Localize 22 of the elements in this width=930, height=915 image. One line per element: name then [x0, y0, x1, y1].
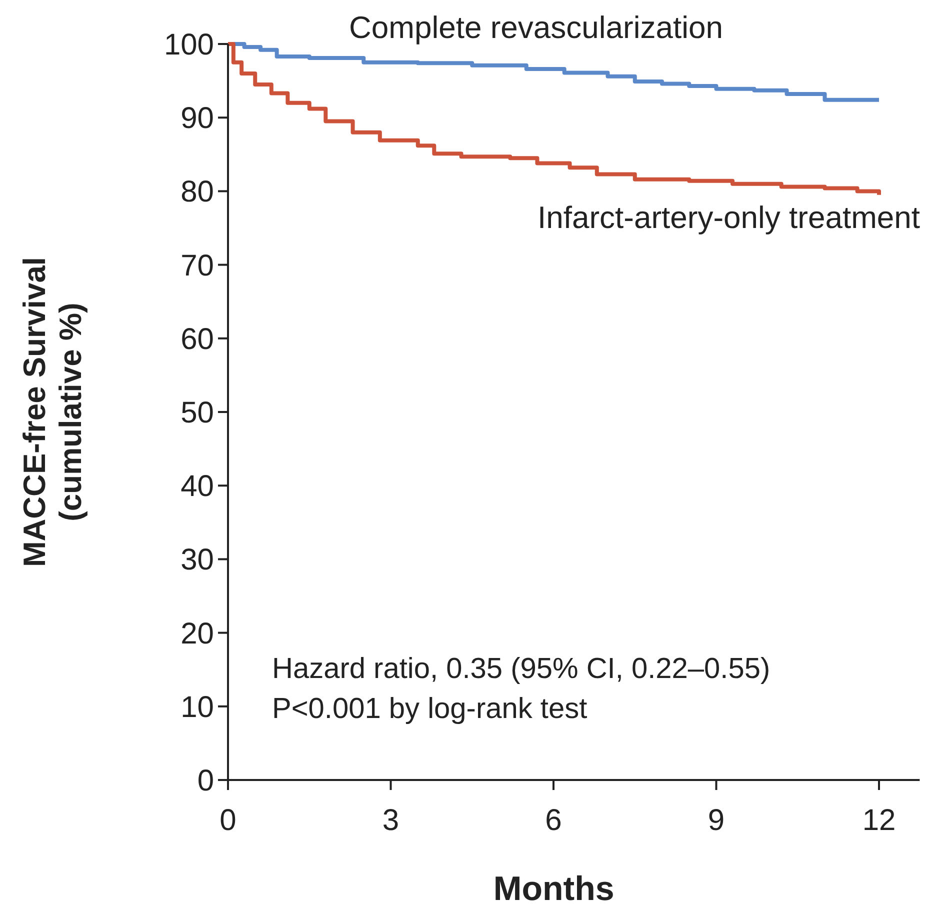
y-tick-label: 90	[180, 102, 214, 136]
y-tick-label: 30	[180, 544, 214, 577]
series-label: Infarct-artery-only treatment	[538, 200, 920, 235]
x-tick-label: 9	[708, 804, 725, 837]
x-tick-label: 0	[220, 804, 236, 837]
y-axis-title: MACCE-free Survival (cumulative %)	[17, 256, 88, 568]
y-tick-label: 100	[164, 28, 214, 62]
y-tick-label: 20	[180, 617, 214, 650]
y-tick-label: 0	[197, 764, 214, 798]
annotation: Hazard ratio, 0.35 (95% CI, 0.22–0.55)	[272, 653, 770, 685]
x-tick-label: 3	[382, 804, 400, 837]
x-tick-label: 12	[862, 804, 896, 837]
y-tick-label: 80	[180, 176, 214, 209]
series-label: Complete revascularization	[349, 10, 723, 45]
y-tick-label: 50	[180, 396, 214, 430]
y-tick-label: 40	[180, 470, 214, 504]
x-axis-title: Months	[493, 870, 614, 908]
y-tick-label: 10	[180, 690, 214, 724]
y-tick-label: 60	[180, 322, 214, 356]
y-tick-label: 70	[180, 249, 214, 282]
x-tick-label: 6	[545, 804, 562, 837]
annotation: P<0.001 by log-rank test	[272, 693, 588, 725]
